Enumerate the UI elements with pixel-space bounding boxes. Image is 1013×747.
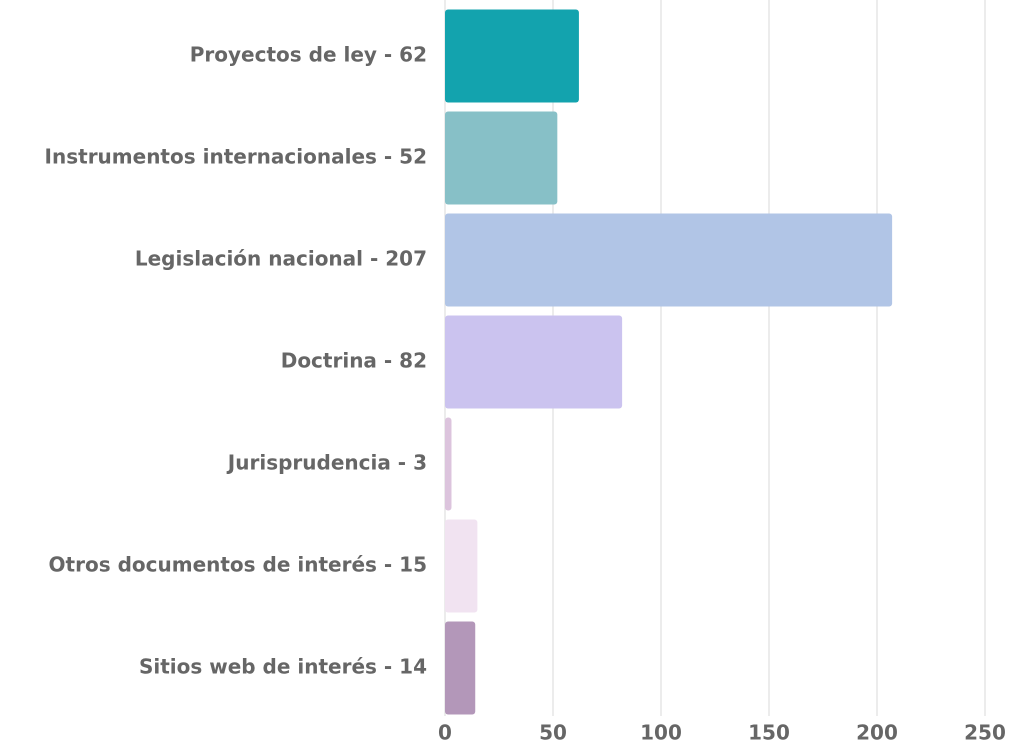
bar — [445, 315, 623, 409]
x-tick-label: 150 — [748, 721, 790, 745]
bar — [445, 9, 579, 103]
bar — [445, 519, 478, 613]
y-tick-label: Proyectos de ley - 62 — [190, 43, 427, 67]
y-tick-label: Legislación nacional - 207 — [135, 247, 427, 271]
y-tick-label: Jurisprudencia - 3 — [226, 451, 427, 475]
y-tick-label: Doctrina - 82 — [281, 349, 427, 373]
bar — [445, 111, 558, 205]
bar — [445, 213, 893, 307]
bar — [445, 621, 476, 715]
x-tick-label: 100 — [640, 721, 682, 745]
y-tick-label: Otros documentos de interés - 15 — [49, 553, 427, 577]
x-tick-label: 200 — [856, 721, 898, 745]
x-tick-label: 0 — [438, 721, 452, 745]
bar — [445, 417, 452, 511]
x-tick-label: 250 — [964, 721, 1006, 745]
x-tick-label: 50 — [539, 721, 567, 745]
y-tick-label: Sitios web de interés - 14 — [139, 655, 427, 679]
y-tick-label: Instrumentos internacionales - 52 — [45, 145, 427, 169]
